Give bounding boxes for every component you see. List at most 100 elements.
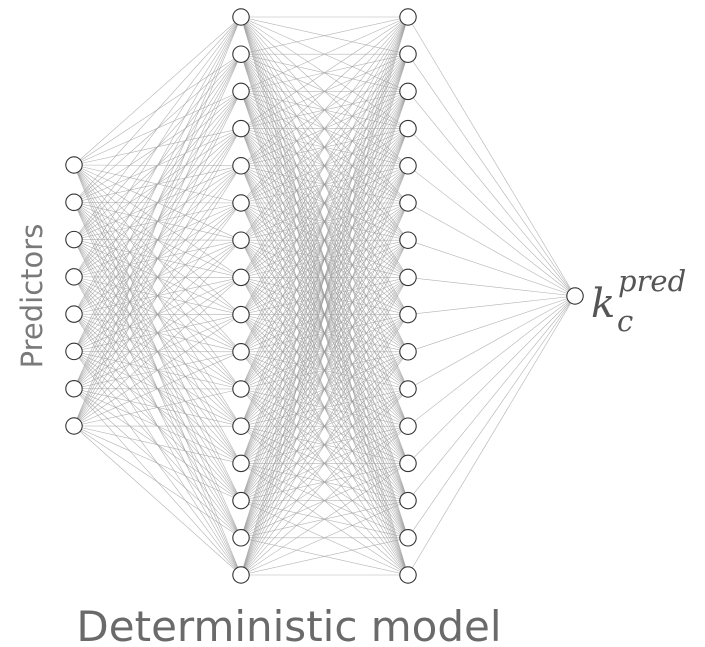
edge-l0-7-to-6 [73,239,242,427]
edge-l1-15-to-11 [240,425,409,576]
edge-l1-15-to-13 [240,500,409,576]
node-layer1-4 [232,157,250,175]
edge-l0-7-to-3 [73,128,242,427]
edge-l1-12-to-0 [240,16,409,464]
edge-l2-2-to-0 [407,91,576,297]
edge-l1-10-to-0 [240,16,409,390]
edge-l0-7-to-9 [73,351,242,427]
edge-l2-0-to-0 [407,16,576,297]
edge-l0-7-to-2 [73,91,242,427]
node-layer2-10 [399,380,417,398]
edge-l1-15-to-5 [240,202,409,576]
input-layer-label: Predictors [15,224,49,369]
output-label: k pred c [591,264,686,338]
edge-l2-6-to-0 [407,239,576,297]
edge-l2-4-to-0 [407,165,576,297]
node-layer2-3 [399,119,417,138]
edge-l1-15-to-14 [240,537,409,576]
node-layer1-1 [232,45,250,63]
edge-l1-15-to-2 [240,91,409,576]
edge-l2-11-to-0 [407,295,576,427]
edge-l2-1-to-0 [407,54,576,297]
node-layer2-13 [399,491,417,510]
node-layer1-0 [232,8,250,26]
node-layer2-11 [399,417,417,435]
node-layer0-3 [65,268,83,286]
edge-l1-15-to-9 [240,351,409,576]
node-layer2-15 [399,566,417,584]
node-layer2-9 [399,343,417,361]
node-layer2-14 [399,529,417,547]
edge-l2-7-to-0 [407,277,576,297]
edge-l0-5-to-0 [73,16,242,352]
edge-l0-6-to-0 [73,16,242,389]
node-layer0-0 [65,156,83,174]
node-layer1-8 [232,305,250,324]
node-layer2-12 [399,454,417,473]
node-layer1-9 [232,343,250,361]
node-layer1-15 [232,566,250,584]
edge-l1-9-to-0 [240,16,409,352]
edge-l1-15-to-4 [240,165,409,576]
edge-l2-10-to-0 [407,295,576,390]
node-layer2-0 [399,8,417,26]
edge-l2-12-to-0 [407,295,576,464]
edge-l0-4-to-0 [73,16,242,315]
edge-l0-7-to-14 [73,425,242,539]
edge-l1-15-to-12 [240,463,409,576]
node-layer2-7 [399,268,417,287]
node-layer2-8 [399,305,417,324]
edge-l2-8-to-0 [407,295,576,315]
node-layer0-7 [65,417,83,435]
node-layer2-5 [399,194,417,212]
edge-l1-7-to-0 [240,16,409,278]
edge-l0-7-to-12 [73,425,242,464]
edge-l1-15-to-1 [240,54,409,576]
node-layer1-5 [232,194,250,212]
diagram-caption: Deterministic model [76,602,501,647]
node-layer1-12 [232,454,250,473]
edge-l1-3-to-0 [240,16,409,129]
edge-l1-4-to-0 [240,16,409,167]
edge-l1-15-to-3 [240,128,409,576]
output-label-base: k [591,281,615,327]
edge-l2-14-to-0 [407,295,576,538]
edge-l1-15-to-6 [240,240,409,576]
node-layer1-2 [232,82,250,101]
edge-l0-7-to-7 [73,277,242,427]
node-layer0-4 [65,305,83,323]
node-layer2-1 [399,45,417,63]
node-layer0-1 [65,193,83,212]
edge-l2-13-to-0 [407,295,576,501]
network-nodes [65,8,584,584]
node-layer1-14 [232,529,250,547]
node-layer3-0 [566,287,584,305]
edge-l0-0-to-0 [73,16,242,166]
edge-l1-6-to-0 [240,16,409,241]
node-layer0-5 [65,342,83,361]
edge-l1-13-to-0 [240,16,409,501]
edge-l1-15-to-7 [240,277,409,576]
edge-l1-15-to-10 [240,388,409,576]
edge-l1-2-to-0 [240,16,409,92]
edge-l1-8-to-0 [240,16,409,315]
edge-l2-9-to-0 [407,295,576,353]
node-layer2-6 [399,231,417,249]
edge-l1-15-to-0 [240,16,409,576]
edge-l0-7-to-13 [73,425,242,501]
node-layer1-7 [232,268,250,287]
node-layer1-13 [232,491,250,510]
node-layer2-4 [399,157,417,175]
node-layer0-6 [65,379,83,398]
edge-l2-3-to-0 [407,128,576,297]
edge-l2-5-to-0 [407,202,576,297]
edge-l0-7-to-0 [73,16,242,427]
node-layer1-10 [232,380,250,398]
output-label-subscript: c [617,304,633,338]
edge-l0-2-to-0 [73,16,242,240]
edge-l0-7-to-8 [73,314,242,427]
edge-l1-11-to-0 [240,16,409,427]
edge-l0-1-to-0 [73,16,242,203]
edge-l0-7-to-1 [73,54,242,427]
